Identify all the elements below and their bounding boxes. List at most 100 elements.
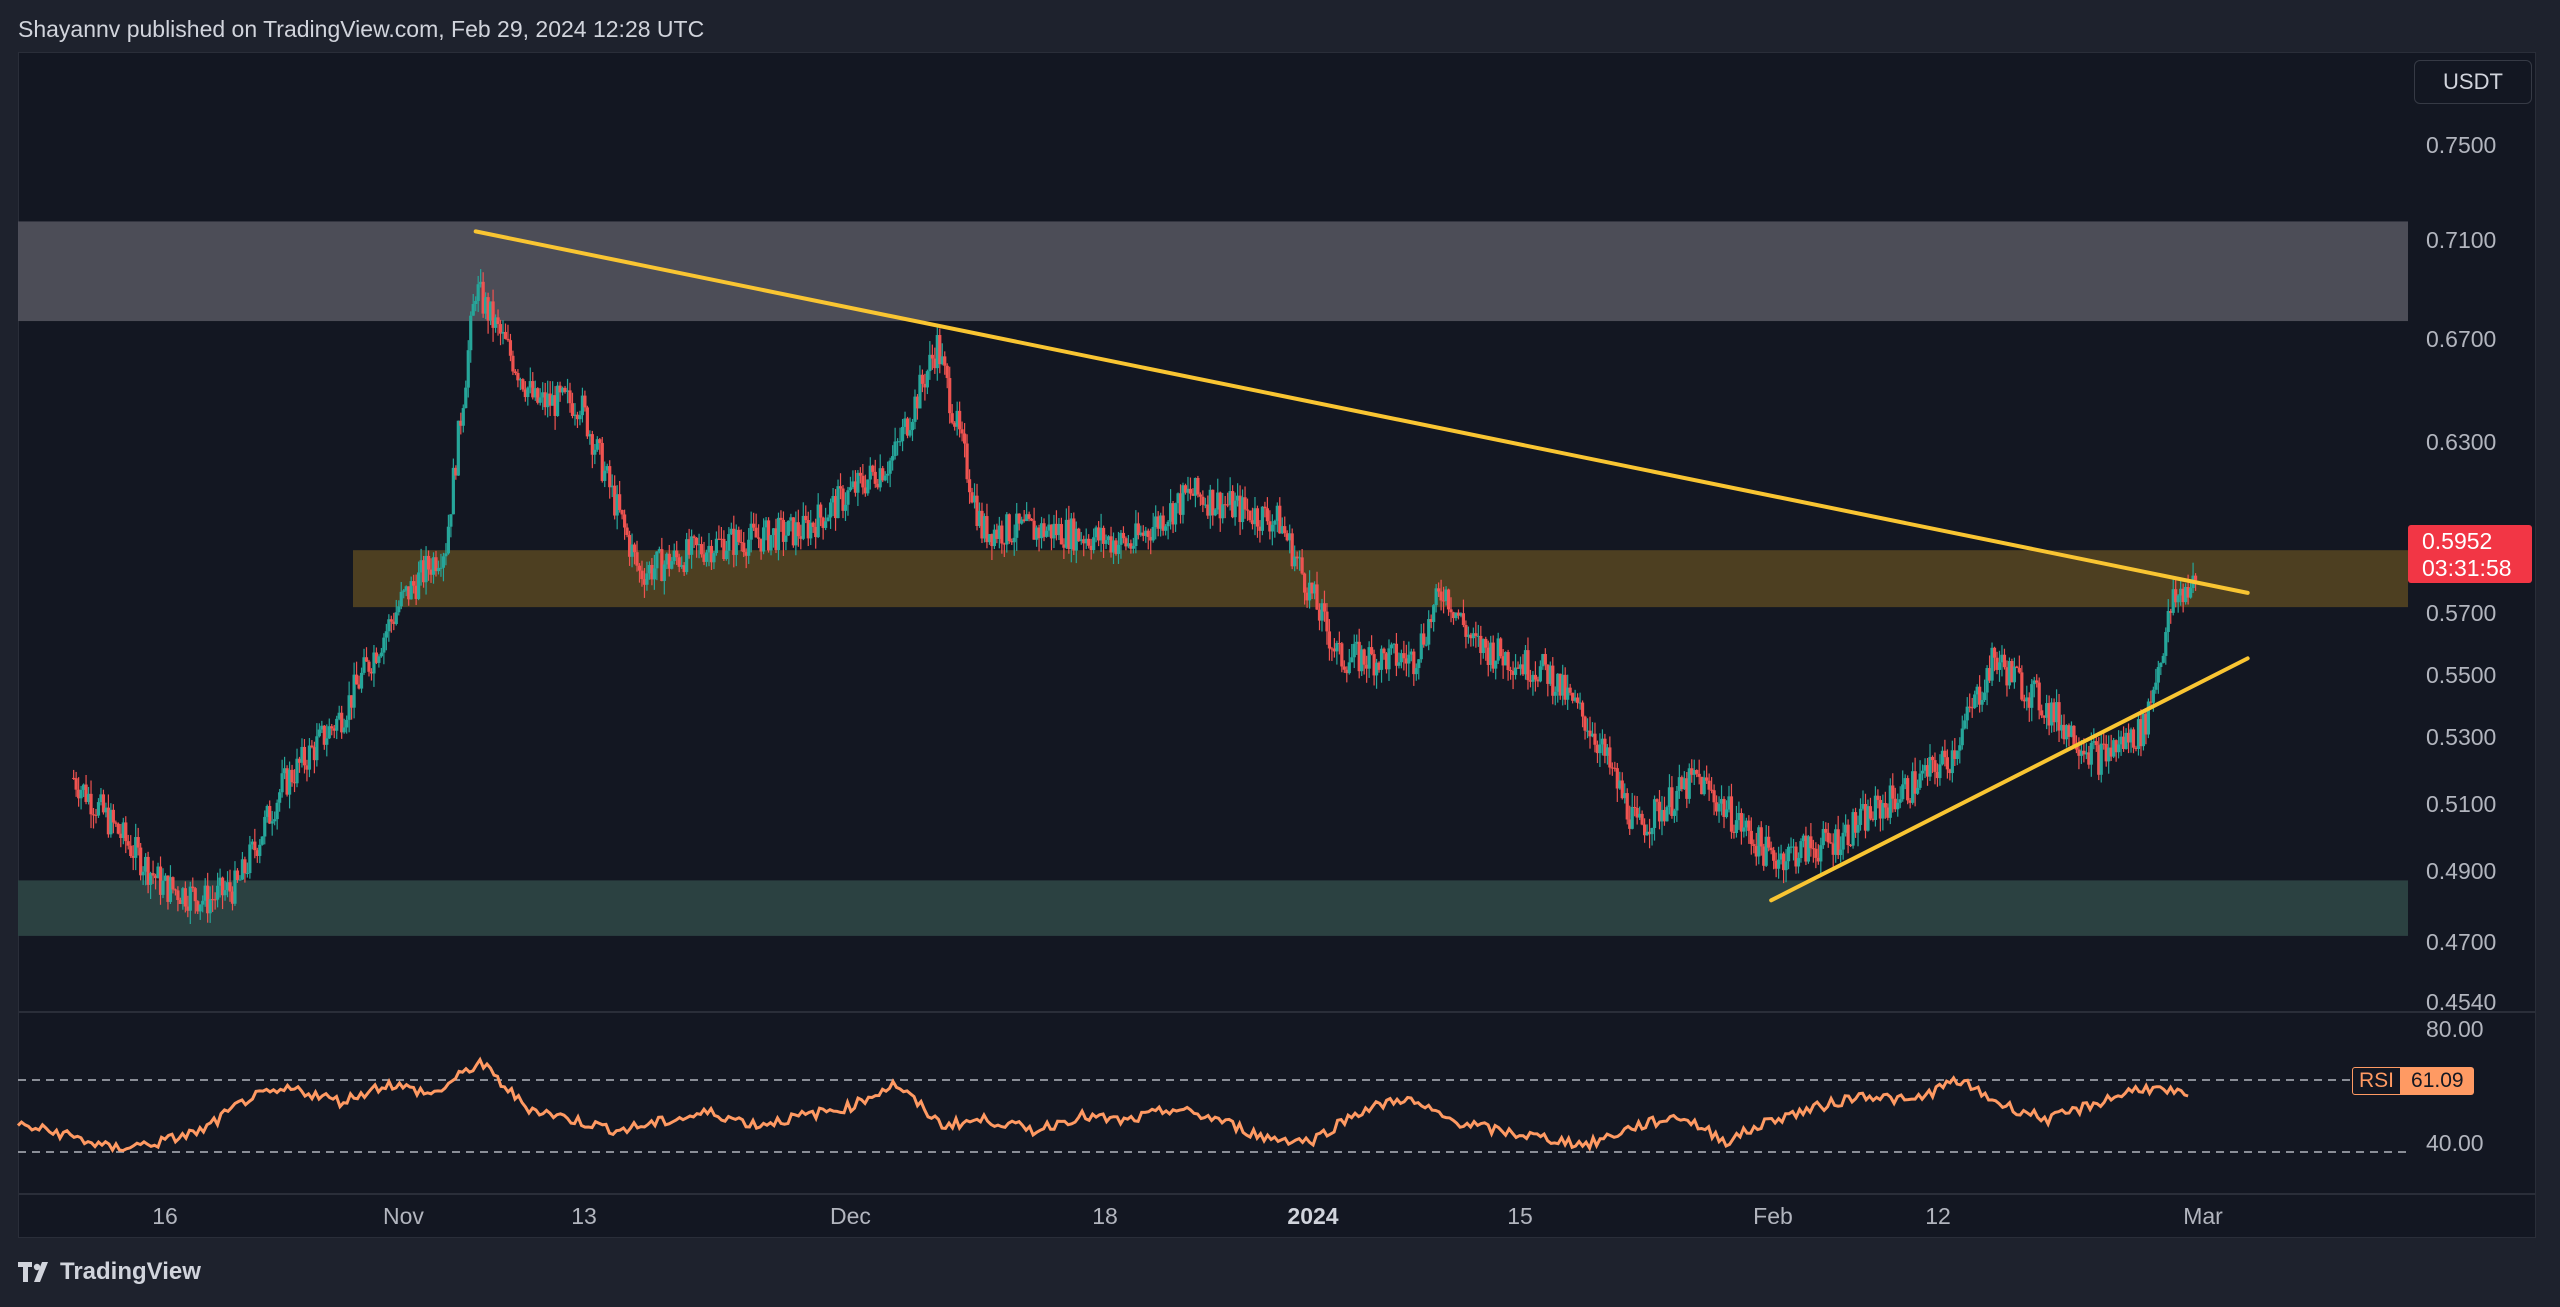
candle-body <box>1439 591 1443 601</box>
candle-body <box>598 439 602 443</box>
candle-body <box>1119 532 1123 545</box>
candle-body <box>2146 701 2151 735</box>
candle-body <box>1796 858 1801 867</box>
candle-body <box>1933 760 1937 772</box>
candle-body <box>662 564 666 581</box>
descending-trendline <box>473 229 2250 595</box>
candle-body <box>1414 668 1418 675</box>
candle-body <box>958 410 962 430</box>
candle-body <box>397 606 401 613</box>
candle-body <box>1370 647 1374 655</box>
candle-body <box>1240 497 1245 523</box>
candle-body <box>369 671 374 674</box>
candle-body <box>1997 662 2002 670</box>
candle-body <box>759 538 763 552</box>
candle-body <box>1300 557 1304 574</box>
time-tick-label: Dec <box>830 1203 871 1229</box>
candle-body <box>1479 635 1483 654</box>
candle-body <box>312 747 316 761</box>
candle-body <box>603 470 607 481</box>
candle-body <box>1777 859 1781 869</box>
candle-body <box>881 468 885 481</box>
candle-body <box>841 488 845 511</box>
candle-body <box>1558 673 1562 696</box>
candle-body <box>1585 730 1590 732</box>
candle-body <box>421 560 426 583</box>
candle-body <box>1866 806 1870 831</box>
candle-body <box>568 390 572 404</box>
currency-selector[interactable]: USDT <box>2414 60 2532 104</box>
candle-body <box>161 880 165 895</box>
candle-body <box>1005 514 1009 545</box>
candle-body <box>1020 519 1024 524</box>
candle-body <box>1521 664 1525 675</box>
candle-body <box>367 661 371 672</box>
candle-body <box>682 565 686 573</box>
candle-body <box>1139 532 1143 536</box>
candle-body <box>2027 697 2031 708</box>
candle-body <box>441 556 446 568</box>
candle-body <box>610 485 614 488</box>
candle-body <box>2099 743 2103 775</box>
candle-body <box>1742 827 1746 832</box>
candle-body <box>2064 725 2069 740</box>
candle-body <box>148 873 153 885</box>
candle-body <box>1377 662 1381 670</box>
candle-body <box>895 441 900 443</box>
candle-body <box>804 515 808 521</box>
candle-body <box>613 485 617 516</box>
footer <box>0 1238 2560 1307</box>
support-zone <box>18 880 2408 936</box>
candle-body <box>794 522 798 546</box>
candle-body <box>1752 844 1756 846</box>
candle-body <box>1893 798 1897 810</box>
candle-body <box>1327 631 1332 649</box>
candle-body <box>1563 674 1567 700</box>
candle-body <box>781 519 786 542</box>
candle-body <box>1171 503 1175 525</box>
candle-body <box>96 802 101 816</box>
candle-body <box>1216 492 1220 510</box>
candle-body <box>94 814 98 816</box>
candle-body <box>1141 532 1145 536</box>
candle-body <box>2074 746 2079 750</box>
candle-body <box>1608 747 1612 768</box>
candle-body <box>1861 804 1865 809</box>
candle-body <box>660 549 664 581</box>
candle-body <box>1702 777 1706 795</box>
tradingview-logo[interactable]: TradingView <box>18 1258 201 1286</box>
candle-body <box>508 340 513 356</box>
candle-body <box>2054 702 2059 723</box>
candle-body <box>709 545 714 563</box>
candle-body <box>1253 508 1257 525</box>
candle-body <box>737 529 741 542</box>
candle-body <box>1531 674 1535 682</box>
candle-body <box>553 395 557 416</box>
candle-body <box>1786 846 1791 862</box>
candle-body <box>1918 773 1922 788</box>
candle-body <box>1469 634 1473 639</box>
candle-body <box>1387 648 1391 670</box>
candle-body <box>1022 519 1026 522</box>
candle-body <box>980 510 984 539</box>
candle-body <box>1449 609 1453 613</box>
candle-body <box>1379 648 1384 670</box>
candle-body <box>91 814 96 816</box>
candle-body <box>1945 757 1949 770</box>
candle-body <box>1799 841 1803 859</box>
candle-body <box>2010 661 2014 683</box>
candle-body <box>1625 793 1629 820</box>
candle-body <box>719 538 723 540</box>
candle-body <box>1062 544 1066 548</box>
candle-body <box>424 555 428 583</box>
candle-body <box>1551 665 1555 696</box>
candle-body <box>2072 725 2076 747</box>
candle-body <box>1794 846 1798 867</box>
candle-body <box>985 516 989 543</box>
candle-body <box>910 421 915 431</box>
candle-body <box>203 885 207 901</box>
candle-body <box>2117 744 2121 753</box>
candle-body <box>856 472 860 493</box>
candle-body <box>1680 777 1684 790</box>
